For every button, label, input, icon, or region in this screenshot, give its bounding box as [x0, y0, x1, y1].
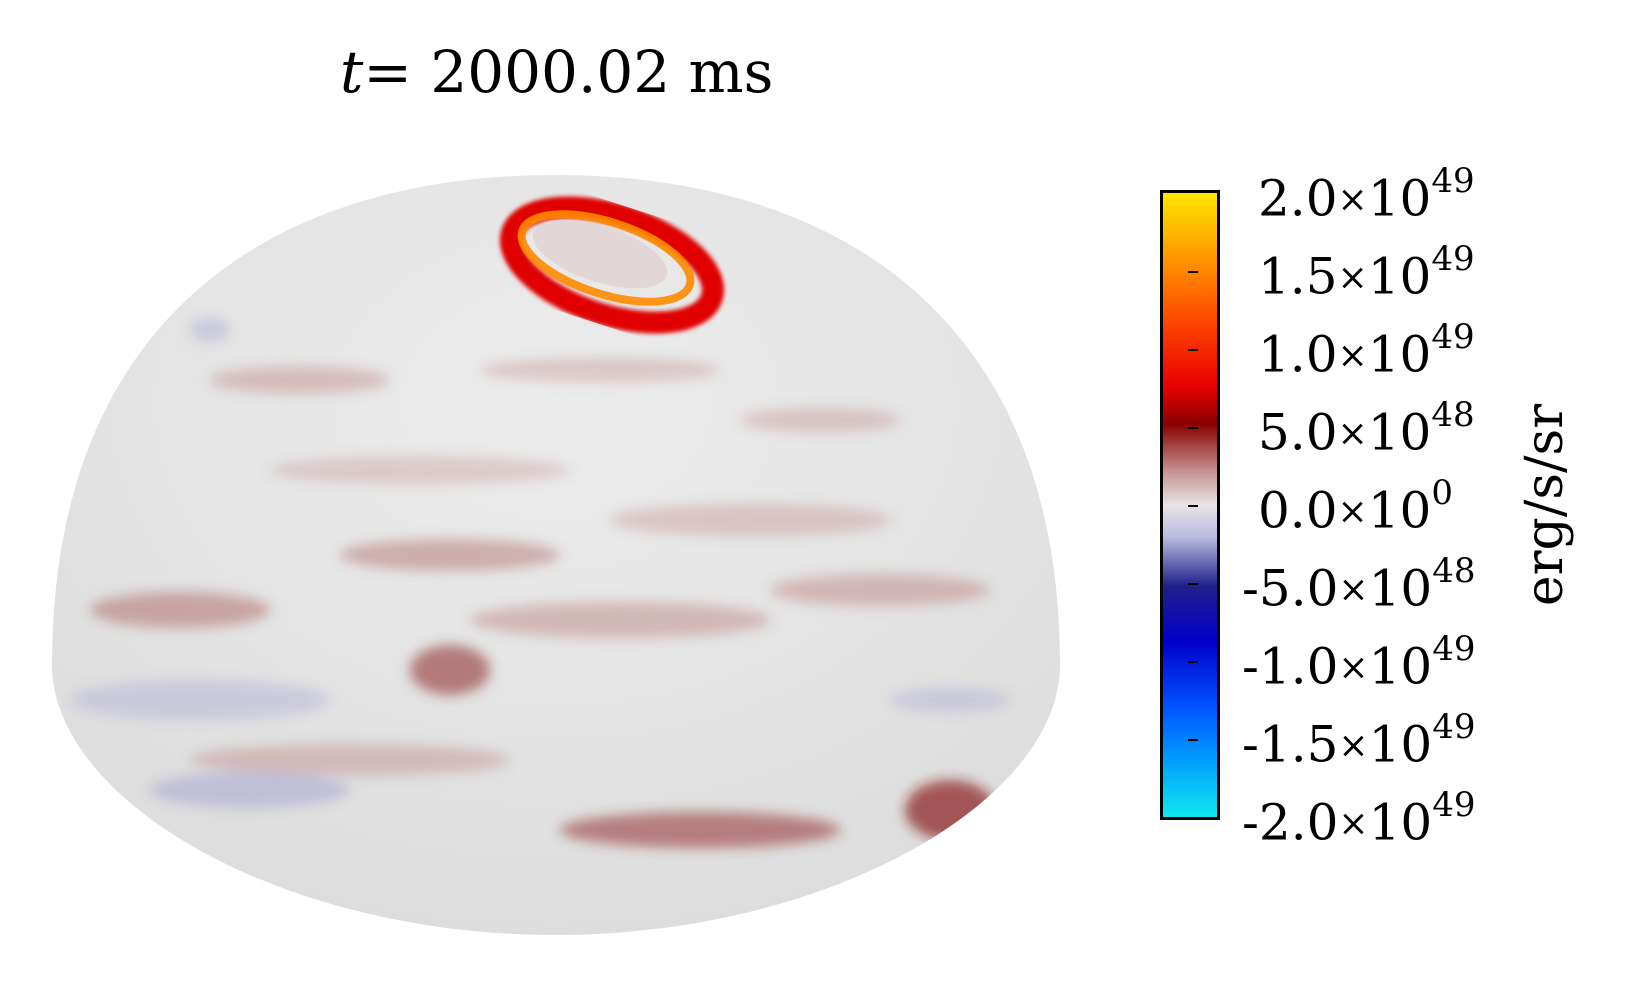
dome [52, 175, 1060, 935]
colorbar-tick [1188, 661, 1198, 663]
colorbar-label: 1.0×1049 [1258, 317, 1475, 384]
colorbar-label: 5.0×1048 [1258, 395, 1475, 462]
colorbar-tick [1188, 505, 1198, 507]
colorbar-unit-label: erg/s/sr [1515, 403, 1575, 607]
colorbar-tick [1188, 739, 1198, 741]
colorbar-label: -2.0×1049 [1242, 785, 1476, 852]
colorbar [1160, 190, 1220, 820]
colorbar-tick [1188, 349, 1198, 351]
time-variable: t [340, 38, 364, 106]
plot-title: t= 2000.02 ms [340, 38, 773, 106]
hot-ring [499, 196, 725, 334]
colorbar-tick [1188, 583, 1198, 585]
colorbar-label: -1.0×1049 [1242, 629, 1476, 696]
colorbar-label: 2.0×1049 [1258, 161, 1475, 228]
colorbar-label: 1.5×1049 [1258, 239, 1475, 306]
colorbar-tick [1188, 271, 1198, 273]
colorbar-tick [1188, 427, 1198, 429]
time-value: = 2000.02 ms [363, 38, 774, 106]
colorbar-label: -1.5×1049 [1242, 707, 1476, 774]
colorbar-label: 0.0×100 [1258, 473, 1453, 540]
colorbar-label: -5.0×1048 [1242, 551, 1476, 618]
